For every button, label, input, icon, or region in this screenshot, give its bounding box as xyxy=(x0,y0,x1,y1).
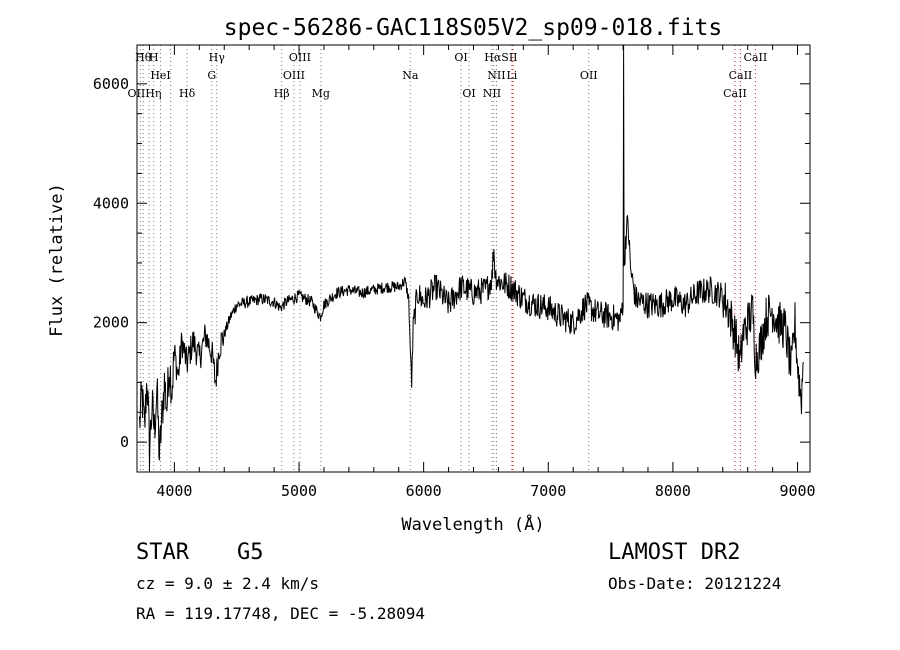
redshift-text: cz = 9.0 ± 2.4 km/s xyxy=(136,574,320,593)
axes: 4000 5000 6000 7000 8000 9000 0 2000 4000 6000 xyxy=(93,44,816,500)
line-label-15: OIIHη xyxy=(128,87,162,100)
line-label-3: OIII xyxy=(289,51,311,64)
x-tick-label-4000: 4000 xyxy=(156,482,192,500)
line-label-10: Na xyxy=(402,69,419,82)
x-tick-label-5000: 5000 xyxy=(281,482,317,500)
line-label-7: HeI xyxy=(150,69,170,82)
line-label-19: OI xyxy=(462,87,475,100)
y-tick-label-6000: 6000 xyxy=(93,75,129,93)
line-label-14: CaII xyxy=(729,69,753,82)
line-label-11: NII xyxy=(487,69,505,82)
line-label-1: H xyxy=(149,51,159,64)
spectrum-series xyxy=(139,44,804,468)
chart-title: spec-56286-GAC118S05V2_sp09-018.fits xyxy=(224,15,723,41)
line-label-2: Hγ xyxy=(209,51,226,64)
x-tick-label-8000: 8000 xyxy=(655,482,691,500)
survey-name: LAMOST DR2 xyxy=(608,540,741,565)
x-axis-label: Wavelength (Å) xyxy=(401,513,544,535)
line-label-12: Li xyxy=(506,69,517,82)
line-label-21: CaII xyxy=(723,87,747,100)
line-label-4: OI xyxy=(454,51,467,64)
x-tick-label-9000: 9000 xyxy=(779,482,815,500)
line-label-13: OII xyxy=(580,69,598,82)
line-label-8: G xyxy=(207,69,216,82)
coordinates-text: RA = 119.17748, DEC = -5.28094 xyxy=(136,604,425,623)
line-label-18: Mg xyxy=(312,87,330,100)
spectrum-line xyxy=(139,44,804,468)
line-label-9: OIII xyxy=(283,69,305,82)
y-axis-label: Flux (relative) xyxy=(47,183,67,337)
line-label-17: Hβ xyxy=(274,87,290,100)
x-tick-label-7000: 7000 xyxy=(530,482,566,500)
plot-frame xyxy=(136,44,811,473)
line-markers xyxy=(139,45,756,472)
y-tick-label-4000: 4000 xyxy=(93,194,129,212)
obs-date-text: Obs-Date: 20121224 xyxy=(608,574,782,593)
line-label-6: CaII xyxy=(744,51,768,64)
object-class: STAR xyxy=(136,540,189,565)
line-label-20: NII xyxy=(483,87,501,100)
line-label-16: Hδ xyxy=(179,87,196,100)
y-tick-label-0: 0 xyxy=(120,433,129,451)
object-subclass: G5 xyxy=(237,540,264,565)
x-tick-label-6000: 6000 xyxy=(406,482,442,500)
y-tick-label-2000: 2000 xyxy=(93,314,129,332)
line-label-5: HαSII xyxy=(484,51,517,64)
